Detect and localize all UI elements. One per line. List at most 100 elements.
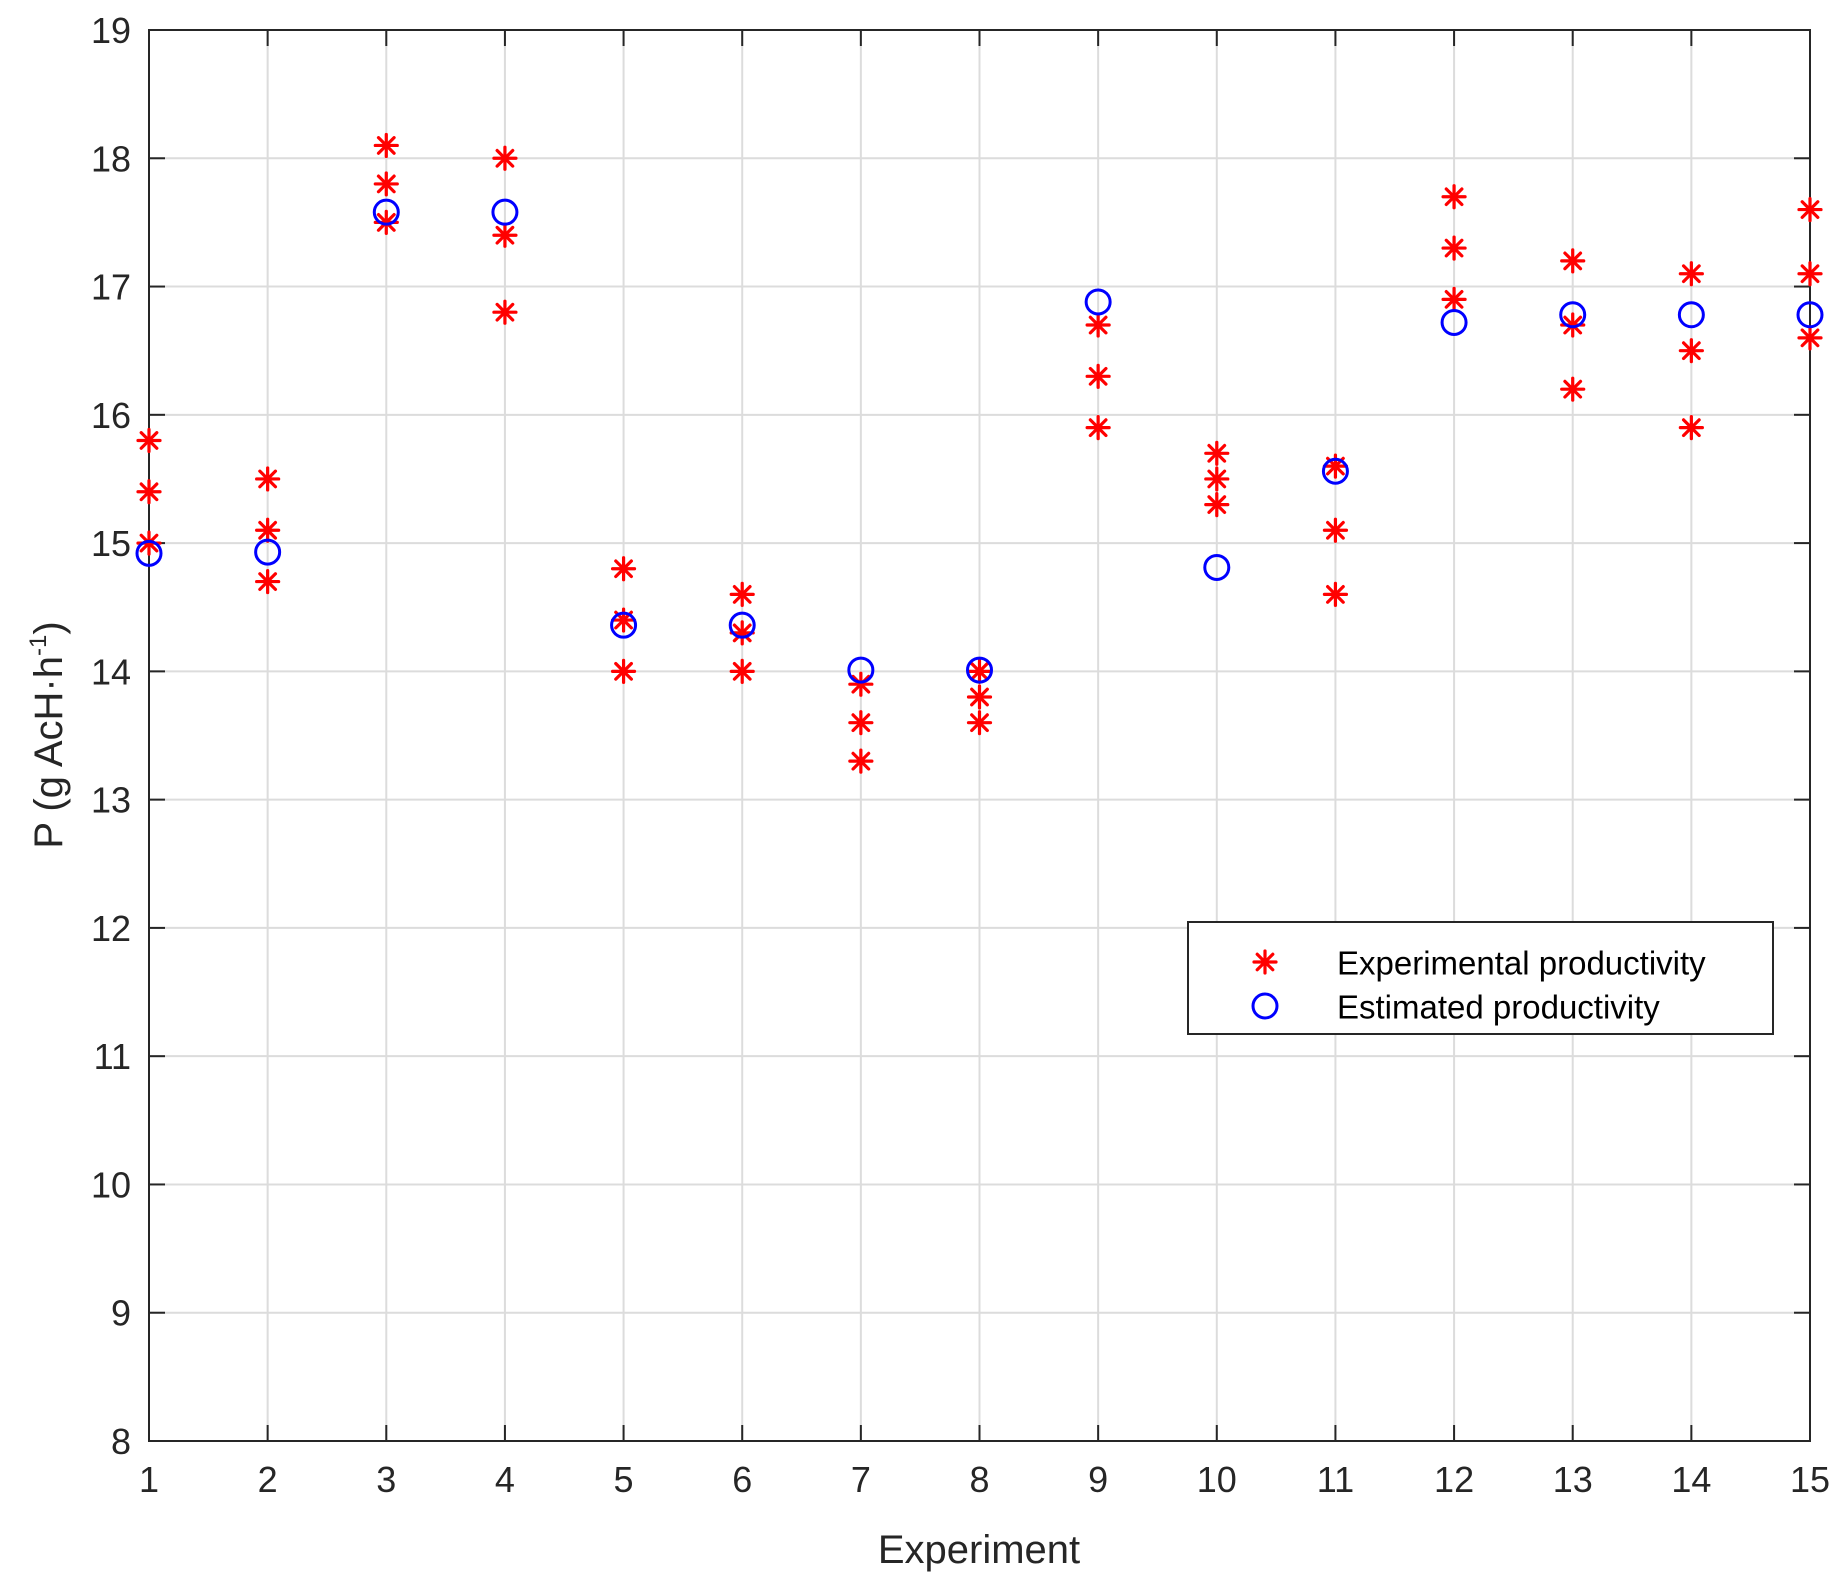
experimental-point xyxy=(1085,415,1111,441)
experimental-point xyxy=(492,145,518,171)
x-tick-label: 3 xyxy=(376,1459,396,1500)
experimental-point xyxy=(1322,581,1349,608)
estimated-point xyxy=(847,656,875,684)
estimated-point xyxy=(254,538,282,566)
x-tick-label: 2 xyxy=(258,1459,278,1500)
estimated-point xyxy=(135,539,163,567)
x-tick-label: 1 xyxy=(139,1459,159,1500)
experimental-point xyxy=(1085,312,1111,338)
estimated-point xyxy=(491,198,519,226)
legend-asterisk-icon xyxy=(1252,949,1278,975)
experimental-point xyxy=(1560,248,1586,274)
y-tick-label: 17 xyxy=(91,267,131,308)
experimental-point xyxy=(255,466,281,492)
x-tick-labels: 1 2 3 4 5 6 7 8 9 10 11 12 13 14 15 xyxy=(139,1459,1830,1500)
x-tick-label: 11 xyxy=(1317,1459,1354,1500)
y-tick-label: 18 xyxy=(91,138,131,179)
experimental-point xyxy=(966,710,993,736)
experimental-point xyxy=(1560,376,1586,402)
series-estimated xyxy=(135,198,1824,684)
estimated-point xyxy=(728,611,756,639)
experimental-point xyxy=(848,710,874,736)
estimated-point xyxy=(1559,301,1587,329)
y-tick-label: 13 xyxy=(91,780,131,821)
x-tick-label: 12 xyxy=(1434,1459,1474,1500)
x-tick-label: 7 xyxy=(851,1459,871,1500)
experimental-point xyxy=(1797,196,1823,223)
data-series xyxy=(135,132,1824,774)
x-tick-label: 15 xyxy=(1790,1459,1830,1500)
experimental-point xyxy=(255,568,281,595)
y-tick-label: 19 xyxy=(91,10,131,51)
experimental-point xyxy=(848,671,874,697)
estimated-point xyxy=(1084,288,1112,316)
x-tick-label: 6 xyxy=(732,1459,752,1500)
experimental-point xyxy=(1441,184,1467,210)
y-tick-label: 9 xyxy=(111,1293,131,1334)
experimental-point xyxy=(1204,440,1230,466)
estimated-point xyxy=(1796,301,1824,329)
y-tick-label: 14 xyxy=(91,651,131,692)
estimated-point xyxy=(1677,301,1705,329)
y-tick-label: 15 xyxy=(91,523,131,564)
legend: Experimental productivity Estimated prod… xyxy=(1187,921,1774,1035)
grid-lines xyxy=(148,29,1811,1442)
experimental-point xyxy=(729,581,755,608)
legend-marker-estimated xyxy=(1251,992,1279,1020)
legend-marker-experimental xyxy=(1252,949,1278,975)
experimental-point xyxy=(1204,466,1230,492)
y-tick-label: 8 xyxy=(111,1421,131,1462)
y-tick-labels: 8 9 10 11 12 13 14 15 16 17 18 19 xyxy=(91,10,131,1462)
experimental-point xyxy=(136,427,162,454)
experimental-point xyxy=(1204,492,1230,518)
estimated-point xyxy=(1321,457,1349,485)
experimental-point xyxy=(1678,261,1704,287)
estimated-point xyxy=(1203,553,1231,581)
y-axis-title-main: P (g AcH·h xyxy=(27,656,71,849)
legend-circle-icon xyxy=(1251,992,1279,1020)
x-tick-label: 13 xyxy=(1553,1459,1593,1500)
experimental-point xyxy=(610,556,637,582)
experimental-point xyxy=(373,171,399,197)
x-tick-label: 10 xyxy=(1197,1459,1237,1500)
legend-box xyxy=(1187,921,1774,1035)
experimental-point xyxy=(492,222,518,248)
x-tick-label: 14 xyxy=(1671,1459,1711,1500)
y-tick-label: 10 xyxy=(91,1164,131,1205)
y-tick-label: 12 xyxy=(91,908,131,949)
axis-ticks xyxy=(148,29,1811,1442)
experimental-point xyxy=(1797,325,1823,351)
experimental-point xyxy=(1322,517,1349,543)
experimental-point xyxy=(848,748,874,774)
experimental-point xyxy=(373,132,399,159)
x-tick-label: 9 xyxy=(1088,1459,1108,1500)
experimental-point xyxy=(966,658,993,684)
experimental-point xyxy=(492,299,518,325)
experimental-point xyxy=(1441,286,1467,312)
y-axis-title-close: ) xyxy=(27,621,71,634)
y-tick-label: 16 xyxy=(91,395,131,436)
legend-label-estimated: Estimated productivity xyxy=(1337,989,1660,1026)
experimental-point xyxy=(136,479,162,505)
y-axis-title: P (g AcH·h-1) xyxy=(25,621,71,848)
x-axis-title: Experiment xyxy=(878,1528,1080,1572)
y-axis-title-superscript: -1 xyxy=(25,635,52,656)
x-tick-label: 4 xyxy=(495,1459,515,1500)
estimated-point xyxy=(966,656,993,684)
experimental-point xyxy=(1441,235,1467,261)
x-tick-label: 5 xyxy=(614,1459,634,1500)
x-tick-label: 8 xyxy=(969,1459,989,1500)
series-experimental xyxy=(136,132,1823,774)
experimental-point xyxy=(1085,363,1111,389)
experimental-point xyxy=(255,517,281,543)
experimental-point xyxy=(610,658,637,684)
experimental-point xyxy=(1678,415,1704,441)
estimated-point xyxy=(610,611,638,639)
experimental-point xyxy=(729,658,755,684)
experimental-point xyxy=(966,684,993,710)
estimated-point xyxy=(1440,308,1468,336)
estimated-point xyxy=(372,198,400,226)
y-tick-label: 11 xyxy=(94,1036,131,1077)
experimental-point xyxy=(1678,338,1704,364)
